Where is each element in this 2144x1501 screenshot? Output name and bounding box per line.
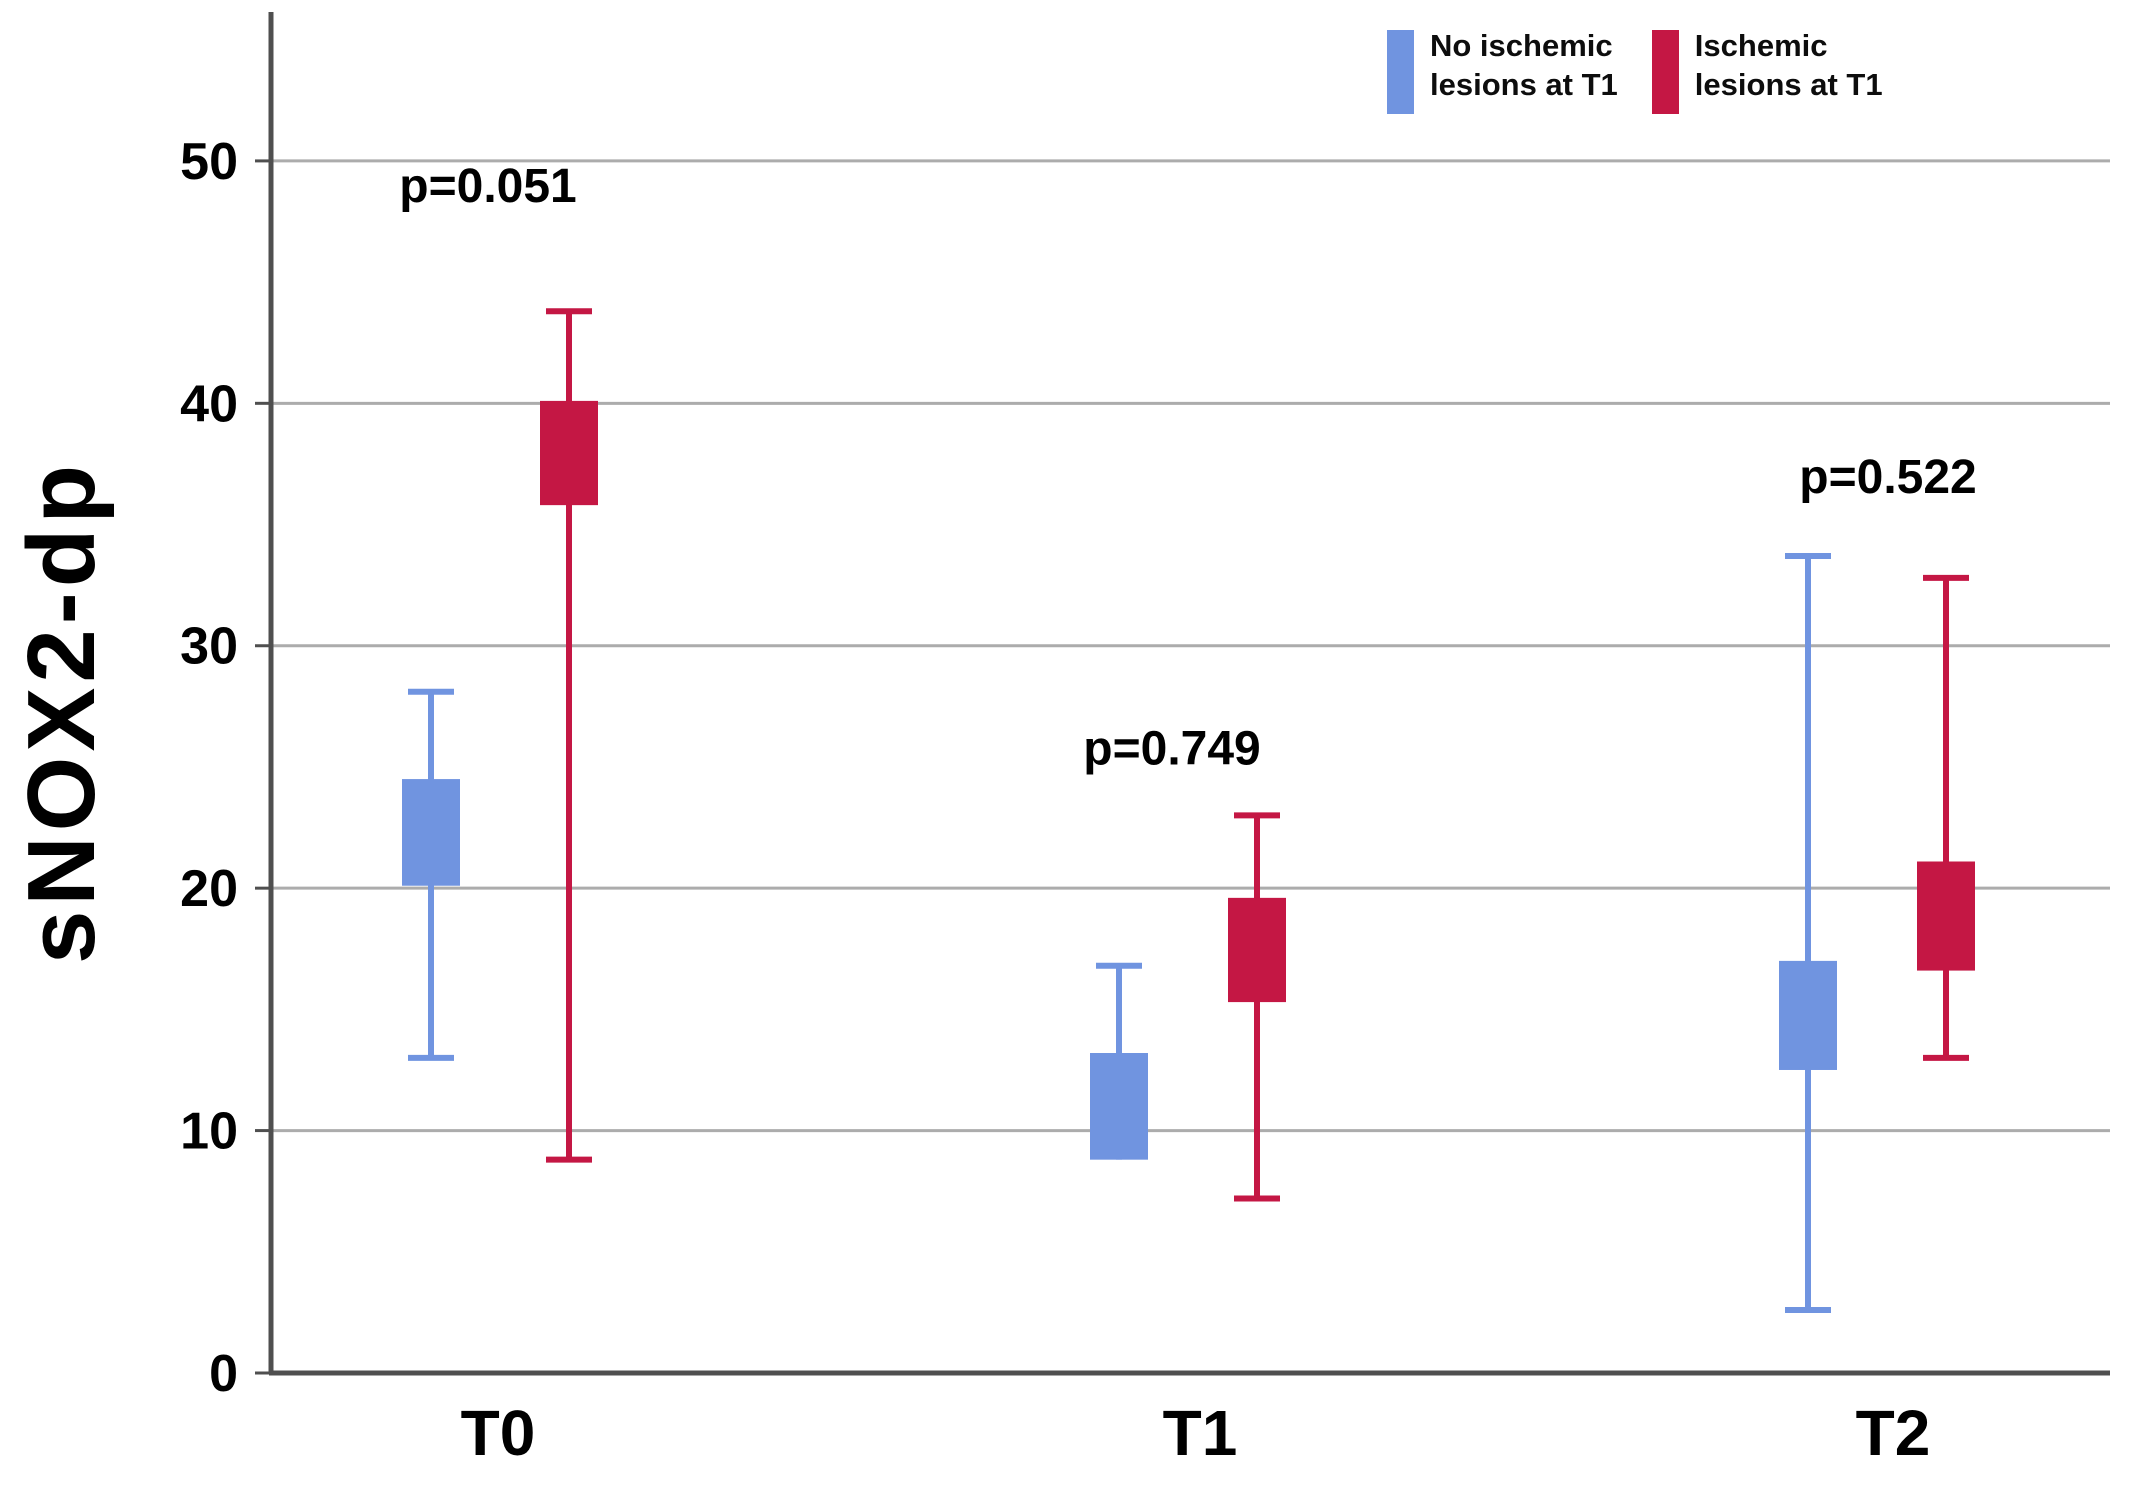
legend-swatch-ischemic [1651, 30, 1679, 114]
x-tick-label-t0: T0 [461, 1397, 536, 1469]
x-tick-label-t1: T1 [1163, 1397, 1238, 1469]
legend-label-no-ischemic: No ischemic lesions at T1 [1430, 28, 1618, 102]
legend-item-ischemic: Ischemic lesions at T1 [1651, 26, 1883, 114]
y-tick-label-50: 50 [180, 133, 238, 191]
y-tick-label-30: 30 [180, 618, 238, 676]
legend: No ischemic lesions at T1 Ischemic lesio… [1387, 26, 1883, 114]
legend-label-ischemic: Ischemic lesions at T1 [1694, 28, 1883, 102]
p-value-annotation-t2: p=0.522 [1799, 451, 1976, 504]
box-no-ischemic-t0 [402, 779, 460, 886]
box-ischemic-t2 [1917, 861, 1975, 971]
y-tick-label-0: 0 [209, 1345, 238, 1403]
p-value-annotation-t0: p=0.051 [399, 160, 576, 213]
box-ischemic-t1 [1228, 897, 1286, 1003]
y-tick-label-20: 20 [180, 860, 238, 918]
p-value-annotation-t1: p=0.749 [1083, 723, 1260, 776]
box-no-ischemic-t1 [1090, 1053, 1148, 1160]
y-tick-label-10: 10 [180, 1103, 238, 1161]
box-no-ischemic-t2 [1779, 960, 1837, 1070]
y-axis-title: sNOX2-dp [8, 459, 115, 965]
legend-item-no-ischemic: No ischemic lesions at T1 [1387, 26, 1618, 114]
box-ischemic-t0 [540, 400, 598, 506]
y-tick-label-40: 40 [180, 375, 238, 433]
legend-swatch-no-ischemic [1387, 30, 1414, 114]
x-tick-label-t2: T2 [1856, 1397, 1931, 1469]
